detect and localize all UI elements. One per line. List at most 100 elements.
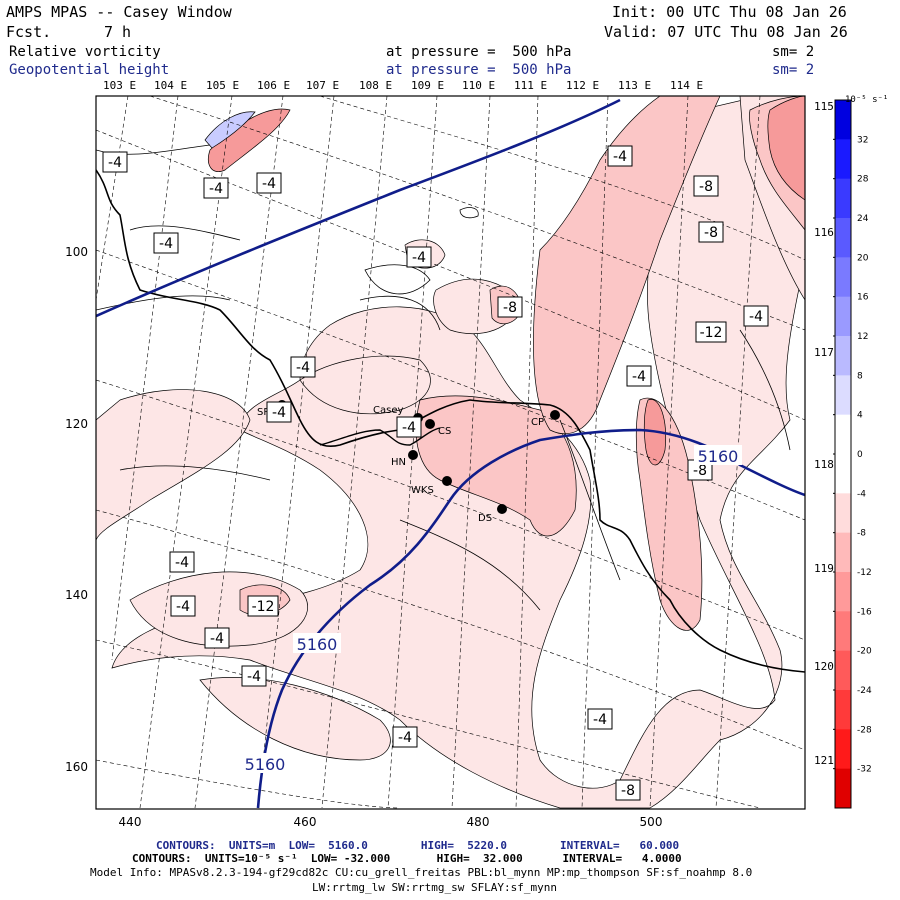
top-lon-label: 114 E (670, 79, 704, 92)
forecast-label: Fcst. (6, 23, 52, 41)
top-lon-label: 103 E (103, 79, 137, 92)
y-axis-tick: 120 (65, 417, 88, 431)
field1-name: Relative vorticity (9, 44, 161, 60)
colorbar-tick-label: -28 (857, 725, 872, 735)
colorbar-tick-label: 28 (857, 175, 869, 185)
vorticity-label: -8 (503, 300, 517, 316)
footer-height-contours: CONTOURS: UNITS=m LOW= 5160.0 HIGH= 5220… (156, 839, 680, 852)
station-label: WKS (411, 485, 434, 496)
vorticity-label: -4 (412, 250, 426, 266)
colorbar-tick-label: -16 (857, 607, 872, 617)
vorticity-label: -4 (247, 669, 261, 685)
vorticity-label-box (587, 708, 613, 730)
station-label: DS (478, 513, 492, 524)
height-label-layer: 5160 5160 5160 (241, 445, 742, 774)
colorbar-swatch (835, 100, 851, 140)
axis-tick-layer: 440 460 480 500 100 120 140 160 (65, 245, 662, 829)
y-axis-tick: 160 (65, 760, 88, 774)
vorticity-label-box (241, 665, 267, 687)
station-label: CP (531, 417, 544, 428)
map-frame (95, 95, 806, 810)
station-marker (442, 476, 452, 486)
vorticity-label-box (247, 595, 279, 617)
colorbar-swatch (835, 414, 851, 455)
vorticity-label-box (693, 175, 719, 197)
vorticity-label: -8 (621, 783, 635, 799)
top-lon-label: 112 E (566, 79, 600, 92)
x-axis-tick: 500 (640, 815, 663, 829)
station-marker (408, 450, 418, 460)
vorticity-label: -4 (108, 155, 122, 171)
colorbar-tick-label: 16 (857, 293, 869, 303)
vorticity-label-box (396, 416, 422, 438)
station-marker (550, 410, 560, 420)
colorbar-swatch (835, 650, 851, 691)
positive-vorticity-patch (204, 111, 256, 149)
colorbar-swatch (835, 690, 851, 730)
colorbar-swatch (835, 257, 851, 298)
colorbar-swatch (835, 296, 851, 337)
station-label: CS (438, 426, 451, 437)
station-marker (425, 419, 435, 429)
colorbar-swatch (835, 768, 851, 809)
colorbar-swatch (835, 572, 851, 612)
colorbar: 32 28 24 20 16 12 8 4 0 -4 -8 -12 -16 -20 -24 -28 -32 (833, 99, 872, 809)
top-lon-label: 106 E (257, 79, 291, 92)
footer-model-info: Model Info: MPASv8.2.3-194-gf29cd82c CU:… (90, 866, 753, 879)
valid-time: Valid: 07 UTC Thu 08 Jan 26 (604, 23, 848, 41)
colorbar-swatch (835, 611, 851, 652)
vorticity-label: -12 (700, 325, 723, 341)
height-label: 5160 (297, 635, 338, 654)
vorticity-label: -4 (398, 730, 412, 746)
top-lon-label: 104 E (154, 79, 188, 92)
colorbar-tick-label: 8 (857, 371, 863, 381)
y-axis-tick: 100 (65, 245, 88, 259)
vorticity-label-box (743, 305, 769, 327)
vorticity-label-box (102, 151, 128, 173)
vorticity-label: -4 (262, 176, 276, 192)
field2-name: Geopotential height (9, 62, 170, 78)
colorbar-swatch (835, 375, 851, 416)
vorticity-label: -4 (175, 555, 189, 571)
vorticity-label-box (256, 172, 282, 194)
station-label: HN (391, 457, 406, 468)
colorbar-swatch (835, 218, 851, 258)
vorticity-label-box (695, 321, 727, 343)
colorbar-tick-label: 4 (857, 411, 863, 421)
vorticity-label-box (204, 627, 230, 649)
height-label-bg (694, 445, 742, 465)
field1-smoothing: sm= 2 (772, 44, 815, 60)
x-axis-tick: 480 (467, 815, 490, 829)
vorticity-label: -4 (159, 236, 173, 252)
vorticity-label: -4 (296, 360, 310, 376)
vorticity-label-box (203, 177, 229, 199)
footer-vorticity-contours: CONTOURS: UNITS=10⁻⁵ s⁻¹ LOW= -32.000 HI… (132, 852, 682, 865)
vorticity-label: -4 (176, 599, 190, 615)
colorbar-tick-label: 20 (857, 253, 869, 263)
vorticity-label-layer: -4 -4 -4 -4 -4 -4 -4 -4 -4 -4 -4 -4 -4 -4 -4 -4 -4 -8 -8 -8… (102, 145, 769, 801)
vorticity-label-box (170, 595, 196, 617)
top-lon-label: 113 E (618, 79, 652, 92)
top-lon-label: 111 E (514, 79, 548, 92)
init-time: Init: 00 UTC Thu 08 Jan 26 (612, 3, 847, 21)
top-lon-label: 108 E (359, 79, 393, 92)
coastline (96, 169, 805, 673)
vorticity-label-box (607, 145, 633, 167)
height-label: 5160 (245, 755, 286, 774)
vorticity-label-box (698, 221, 724, 243)
colorbar-swatch (835, 336, 851, 376)
colorbar-tick-label: -24 (857, 686, 872, 696)
vorticity-label-box (392, 726, 418, 748)
vorticity-label-box (153, 232, 179, 254)
field2-level: at pressure = 500 hPa (386, 62, 572, 78)
colorbar-tick-label: 0 (857, 450, 863, 460)
colorbar-tick-label: -8 (857, 529, 866, 539)
vorticity-label: -4 (402, 420, 416, 436)
vorticity-label-box (290, 356, 316, 378)
forecast-value: 7 h (104, 23, 132, 41)
colorbar-tick-label: 12 (857, 332, 868, 342)
vorticity-label: -8 (704, 225, 718, 241)
colorbar-tick-label: -4 (857, 489, 866, 499)
station-marker (497, 504, 507, 514)
